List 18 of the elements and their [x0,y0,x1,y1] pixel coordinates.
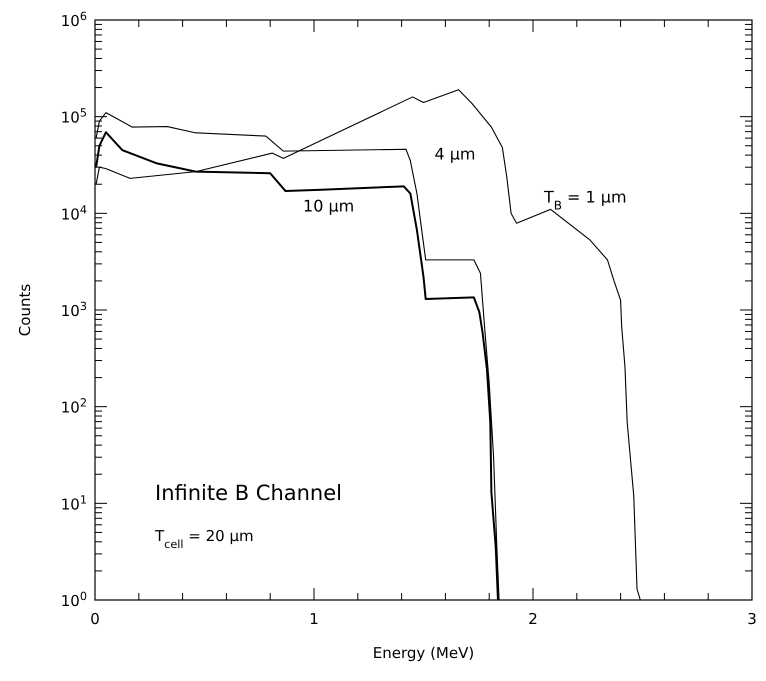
x-tick-label: 0 [90,610,100,628]
y-tick-label: 10$^{0}$ [60,590,87,610]
x-tick-label: 3 [747,610,757,628]
y-tick-label: 10$^{4}$ [60,202,87,224]
x-axis-title: Energy (MeV) [372,644,474,662]
y-tick-label: 10$^{3}$ [60,300,87,320]
y-tick-label: 10$^{6}$ [60,10,87,30]
y-tick-label: 10$^{5}$ [60,106,87,127]
y-tick-label: 10$^{1}$ [60,492,87,514]
annotation: Infinite B Channel [155,481,342,505]
x-tick-label: 2 [528,610,538,628]
annotation: T$_{cell}$ = 20 µm [154,527,254,550]
series-label: 10 µm [303,196,354,216]
y-tick-label: 10$^{2}$ [60,396,87,417]
y-axis-title: Counts [16,284,34,336]
series-label: 4 µm [434,144,476,164]
x-tick-label: 1 [309,610,319,628]
series-label: T$_{B}$ = 1 µm [542,187,627,212]
